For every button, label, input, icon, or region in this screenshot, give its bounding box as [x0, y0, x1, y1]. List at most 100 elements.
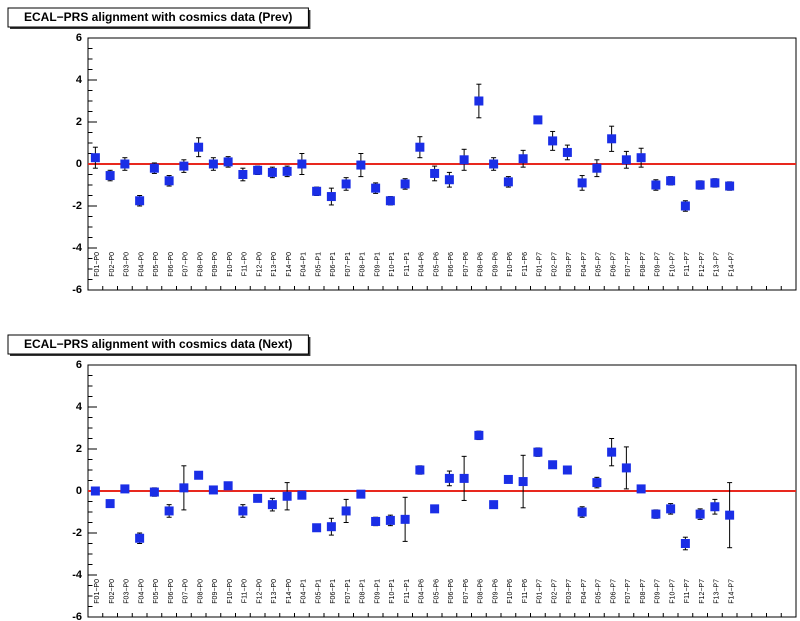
x-tick-label: F08−P0: [197, 252, 204, 277]
marker: [666, 176, 676, 186]
x-tick-label: F07−P7: [625, 579, 632, 604]
x-tick-label: F04−P1: [301, 252, 308, 277]
x-tick-label: F03−P0: [124, 252, 131, 277]
marker: [489, 159, 499, 169]
x-tick-label: F09−P0: [212, 252, 219, 277]
marker: [282, 491, 292, 501]
marker: [415, 142, 425, 152]
marker: [562, 465, 572, 475]
y-tick-label: -2: [72, 200, 82, 212]
x-tick-label: F11−P6: [522, 579, 529, 603]
marker: [297, 490, 307, 500]
x-tick-label: F10−P6: [507, 579, 514, 604]
x-tick-label: F14−P0: [286, 252, 293, 277]
marker: [415, 465, 425, 475]
marker: [459, 473, 469, 483]
y-tick-label: 4: [76, 401, 83, 413]
marker: [548, 136, 558, 146]
x-tick-label: F14−P7: [728, 579, 735, 604]
marker: [164, 176, 174, 186]
marker: [725, 510, 735, 520]
x-tick-label: F04−P6: [419, 579, 426, 604]
x-tick-label: F06−P6: [448, 252, 455, 277]
marker: [695, 509, 705, 519]
x-tick-label: F02−P7: [551, 579, 558, 604]
x-tick-label: F09−P6: [492, 252, 499, 277]
marker: [592, 163, 602, 173]
x-tick-label: F10−P7: [669, 252, 676, 277]
x-tick-label: F08−P6: [478, 579, 485, 604]
x-tick-label: F02−P7: [551, 252, 558, 277]
x-tick-label: F13−P7: [714, 252, 721, 277]
marker: [651, 509, 661, 519]
marker: [297, 159, 307, 169]
x-tick-label: F09−P7: [655, 579, 662, 604]
marker: [636, 153, 646, 163]
x-tick-label: F02−P0: [109, 252, 116, 277]
marker: [164, 506, 174, 516]
x-tick-label: F14−P0: [286, 579, 293, 604]
marker: [444, 473, 454, 483]
x-tick-label: F09−P0: [212, 579, 219, 604]
x-tick-label: F04−P6: [419, 252, 426, 277]
marker: [577, 507, 587, 517]
x-tick-label: F06−P0: [168, 579, 175, 604]
x-tick-label: F03−P7: [566, 252, 573, 277]
marker: [208, 485, 218, 495]
marker: [341, 506, 351, 516]
marker: [90, 486, 100, 496]
x-tick-label: F13−P0: [271, 579, 278, 604]
x-tick-label: F12−P0: [256, 579, 263, 604]
marker: [489, 500, 499, 510]
x-tick-label: F07−P1: [345, 252, 352, 277]
x-tick-label: F10−P6: [507, 252, 514, 277]
marker: [400, 179, 410, 189]
marker: [710, 502, 720, 512]
x-tick-label: F07−P0: [183, 579, 190, 604]
marker: [695, 180, 705, 190]
x-tick-label: F11−P7: [684, 579, 691, 603]
x-tick-label: F10−P1: [389, 252, 396, 277]
marker: [548, 460, 558, 470]
marker: [312, 523, 322, 533]
x-tick-label: F06−P7: [610, 579, 617, 604]
marker: [149, 163, 159, 173]
x-tick-label: F11−P1: [404, 252, 411, 276]
marker: [592, 478, 602, 488]
marker: [312, 186, 322, 196]
x-tick-label: F05−P1: [315, 579, 322, 604]
chart-title: ECAL−PRS alignment with cosmics data (Ne…: [24, 337, 292, 351]
marker: [385, 196, 395, 206]
x-tick-label: F12−P0: [256, 252, 263, 277]
marker: [356, 160, 366, 170]
x-tick-label: F12−P7: [699, 252, 706, 277]
marker: [533, 447, 543, 457]
marker: [105, 171, 115, 181]
y-tick-label: -4: [72, 569, 83, 581]
marker: [356, 489, 366, 499]
marker: [267, 500, 277, 510]
x-tick-label: F05−P6: [433, 579, 440, 604]
x-tick-label: F06−P7: [610, 252, 617, 277]
marker: [120, 159, 130, 169]
x-tick-label: F07−P1: [345, 579, 352, 604]
marker: [90, 153, 100, 163]
x-tick-label: F07−P6: [463, 579, 470, 604]
x-tick-label: F13−P0: [271, 252, 278, 277]
marker: [474, 430, 484, 440]
x-tick-label: F10−P0: [227, 579, 234, 604]
y-tick-label: 6: [76, 32, 82, 44]
chart-panel: ECAL−PRS alignment with cosmics data (Ne…: [7, 334, 797, 621]
x-tick-label: F03−P7: [566, 579, 573, 604]
marker: [636, 484, 646, 494]
y-tick-label: 2: [76, 443, 82, 455]
marker: [194, 470, 204, 480]
marker: [430, 168, 440, 178]
marker: [503, 474, 513, 484]
marker: [371, 183, 381, 193]
y-tick-label: 2: [76, 116, 82, 128]
x-tick-label: F11−P0: [242, 579, 249, 603]
marker: [326, 522, 336, 532]
marker: [459, 155, 469, 165]
marker: [680, 539, 690, 548]
